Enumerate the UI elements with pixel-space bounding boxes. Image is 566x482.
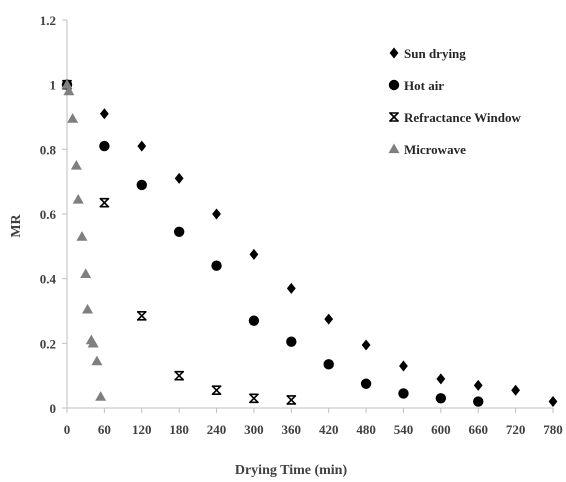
x-tick-label: 240 xyxy=(207,422,227,437)
x-tick-label: 0 xyxy=(64,422,71,437)
data-point-triangle xyxy=(76,231,88,241)
series-triangle xyxy=(61,79,107,401)
data-point-triangle xyxy=(61,79,73,89)
data-point-circle xyxy=(248,315,260,326)
data-point-triangle xyxy=(63,85,75,96)
data-point-diamond xyxy=(473,379,483,391)
legend-label: Microwave xyxy=(404,142,466,157)
data-point-diamond xyxy=(324,313,334,325)
data-point-circle xyxy=(99,140,110,152)
x-tick-label: 660 xyxy=(468,422,488,437)
data-point-triangle xyxy=(82,303,94,314)
data-point-circle xyxy=(398,388,409,399)
data-point-circle xyxy=(360,378,372,389)
legend-label: Hot air xyxy=(404,78,444,93)
y-tick-label: 0.2 xyxy=(40,336,56,351)
data-point-diamond xyxy=(99,108,109,120)
data-point-asterisk xyxy=(211,385,222,396)
data-point-circle xyxy=(173,226,185,237)
data-point-circle xyxy=(286,336,297,347)
x-tick-label: 600 xyxy=(431,422,451,437)
series-diamond xyxy=(62,79,558,408)
data-point-diamond xyxy=(249,248,259,260)
x-tick-label: 360 xyxy=(282,422,302,437)
legend: Sun drying Hot air Refractance Window Micro… xyxy=(388,46,521,157)
legend-marker-circle xyxy=(388,79,400,91)
ticks-layer: 0 60 120 180 240 300 360 420 480 540 600 660 720 780 0… xyxy=(40,13,563,437)
x-tick-label: 780 xyxy=(543,422,563,437)
data-point-triangle xyxy=(67,113,79,123)
x-axis-title: Drying Time (min) xyxy=(235,463,348,478)
y-axis-title: MR xyxy=(9,213,24,237)
legend-marker-asterisk xyxy=(389,112,399,122)
y-tick-label: 0.8 xyxy=(40,142,57,157)
data-point-diamond xyxy=(361,339,371,351)
x-tick-label: 180 xyxy=(169,422,189,437)
data-point-diamond xyxy=(511,384,521,396)
data-point-asterisk xyxy=(286,395,297,405)
data-point-diamond xyxy=(548,396,558,408)
data-point-diamond xyxy=(436,373,446,385)
x-tick-label: 540 xyxy=(394,422,414,437)
legend-label: Sun drying xyxy=(404,46,466,61)
data-point-triangle xyxy=(80,268,92,278)
data-point-asterisk xyxy=(136,311,147,321)
data-point-triangle xyxy=(72,193,84,204)
data-point-triangle xyxy=(87,337,99,348)
y-tick-label: 1.2 xyxy=(40,13,56,28)
y-tick-label: 0.6 xyxy=(40,207,57,222)
data-point-asterisk xyxy=(174,370,184,381)
data-point-diamond xyxy=(174,172,184,184)
legend-marker-triangle xyxy=(388,143,400,154)
data-point-circle xyxy=(136,179,147,191)
x-tick-label: 720 xyxy=(506,422,526,437)
y-tick-label: 1 xyxy=(50,78,57,93)
data-point-triangle xyxy=(91,355,103,366)
x-tick-label: 60 xyxy=(98,422,111,437)
y-tick-label: 0 xyxy=(50,401,57,416)
data-point-diamond xyxy=(286,282,296,294)
x-tick-label: 480 xyxy=(356,422,376,437)
series-asterisk xyxy=(62,79,297,405)
data-point-circle xyxy=(211,260,222,271)
data-point-circle xyxy=(435,393,447,404)
x-tick-label: 420 xyxy=(319,422,339,437)
legend-marker-diamond xyxy=(389,47,399,59)
data-point-diamond xyxy=(137,140,147,152)
data-point-triangle xyxy=(95,391,107,401)
data-point-asterisk xyxy=(249,393,259,404)
data-point-diamond xyxy=(212,208,221,220)
data-point-circle xyxy=(473,396,484,407)
data-point-asterisk xyxy=(99,197,110,208)
y-tick-label: 0.4 xyxy=(40,272,57,287)
axes-layer xyxy=(66,20,553,409)
points-layer xyxy=(61,79,558,408)
data-point-triangle xyxy=(70,160,82,170)
x-tick-label: 120 xyxy=(132,422,152,437)
series-circle xyxy=(61,79,484,407)
data-point-circle xyxy=(323,359,334,370)
legend-label: Refractance Window xyxy=(404,110,521,125)
x-tick-label: 300 xyxy=(244,422,264,437)
data-point-diamond xyxy=(399,360,408,372)
